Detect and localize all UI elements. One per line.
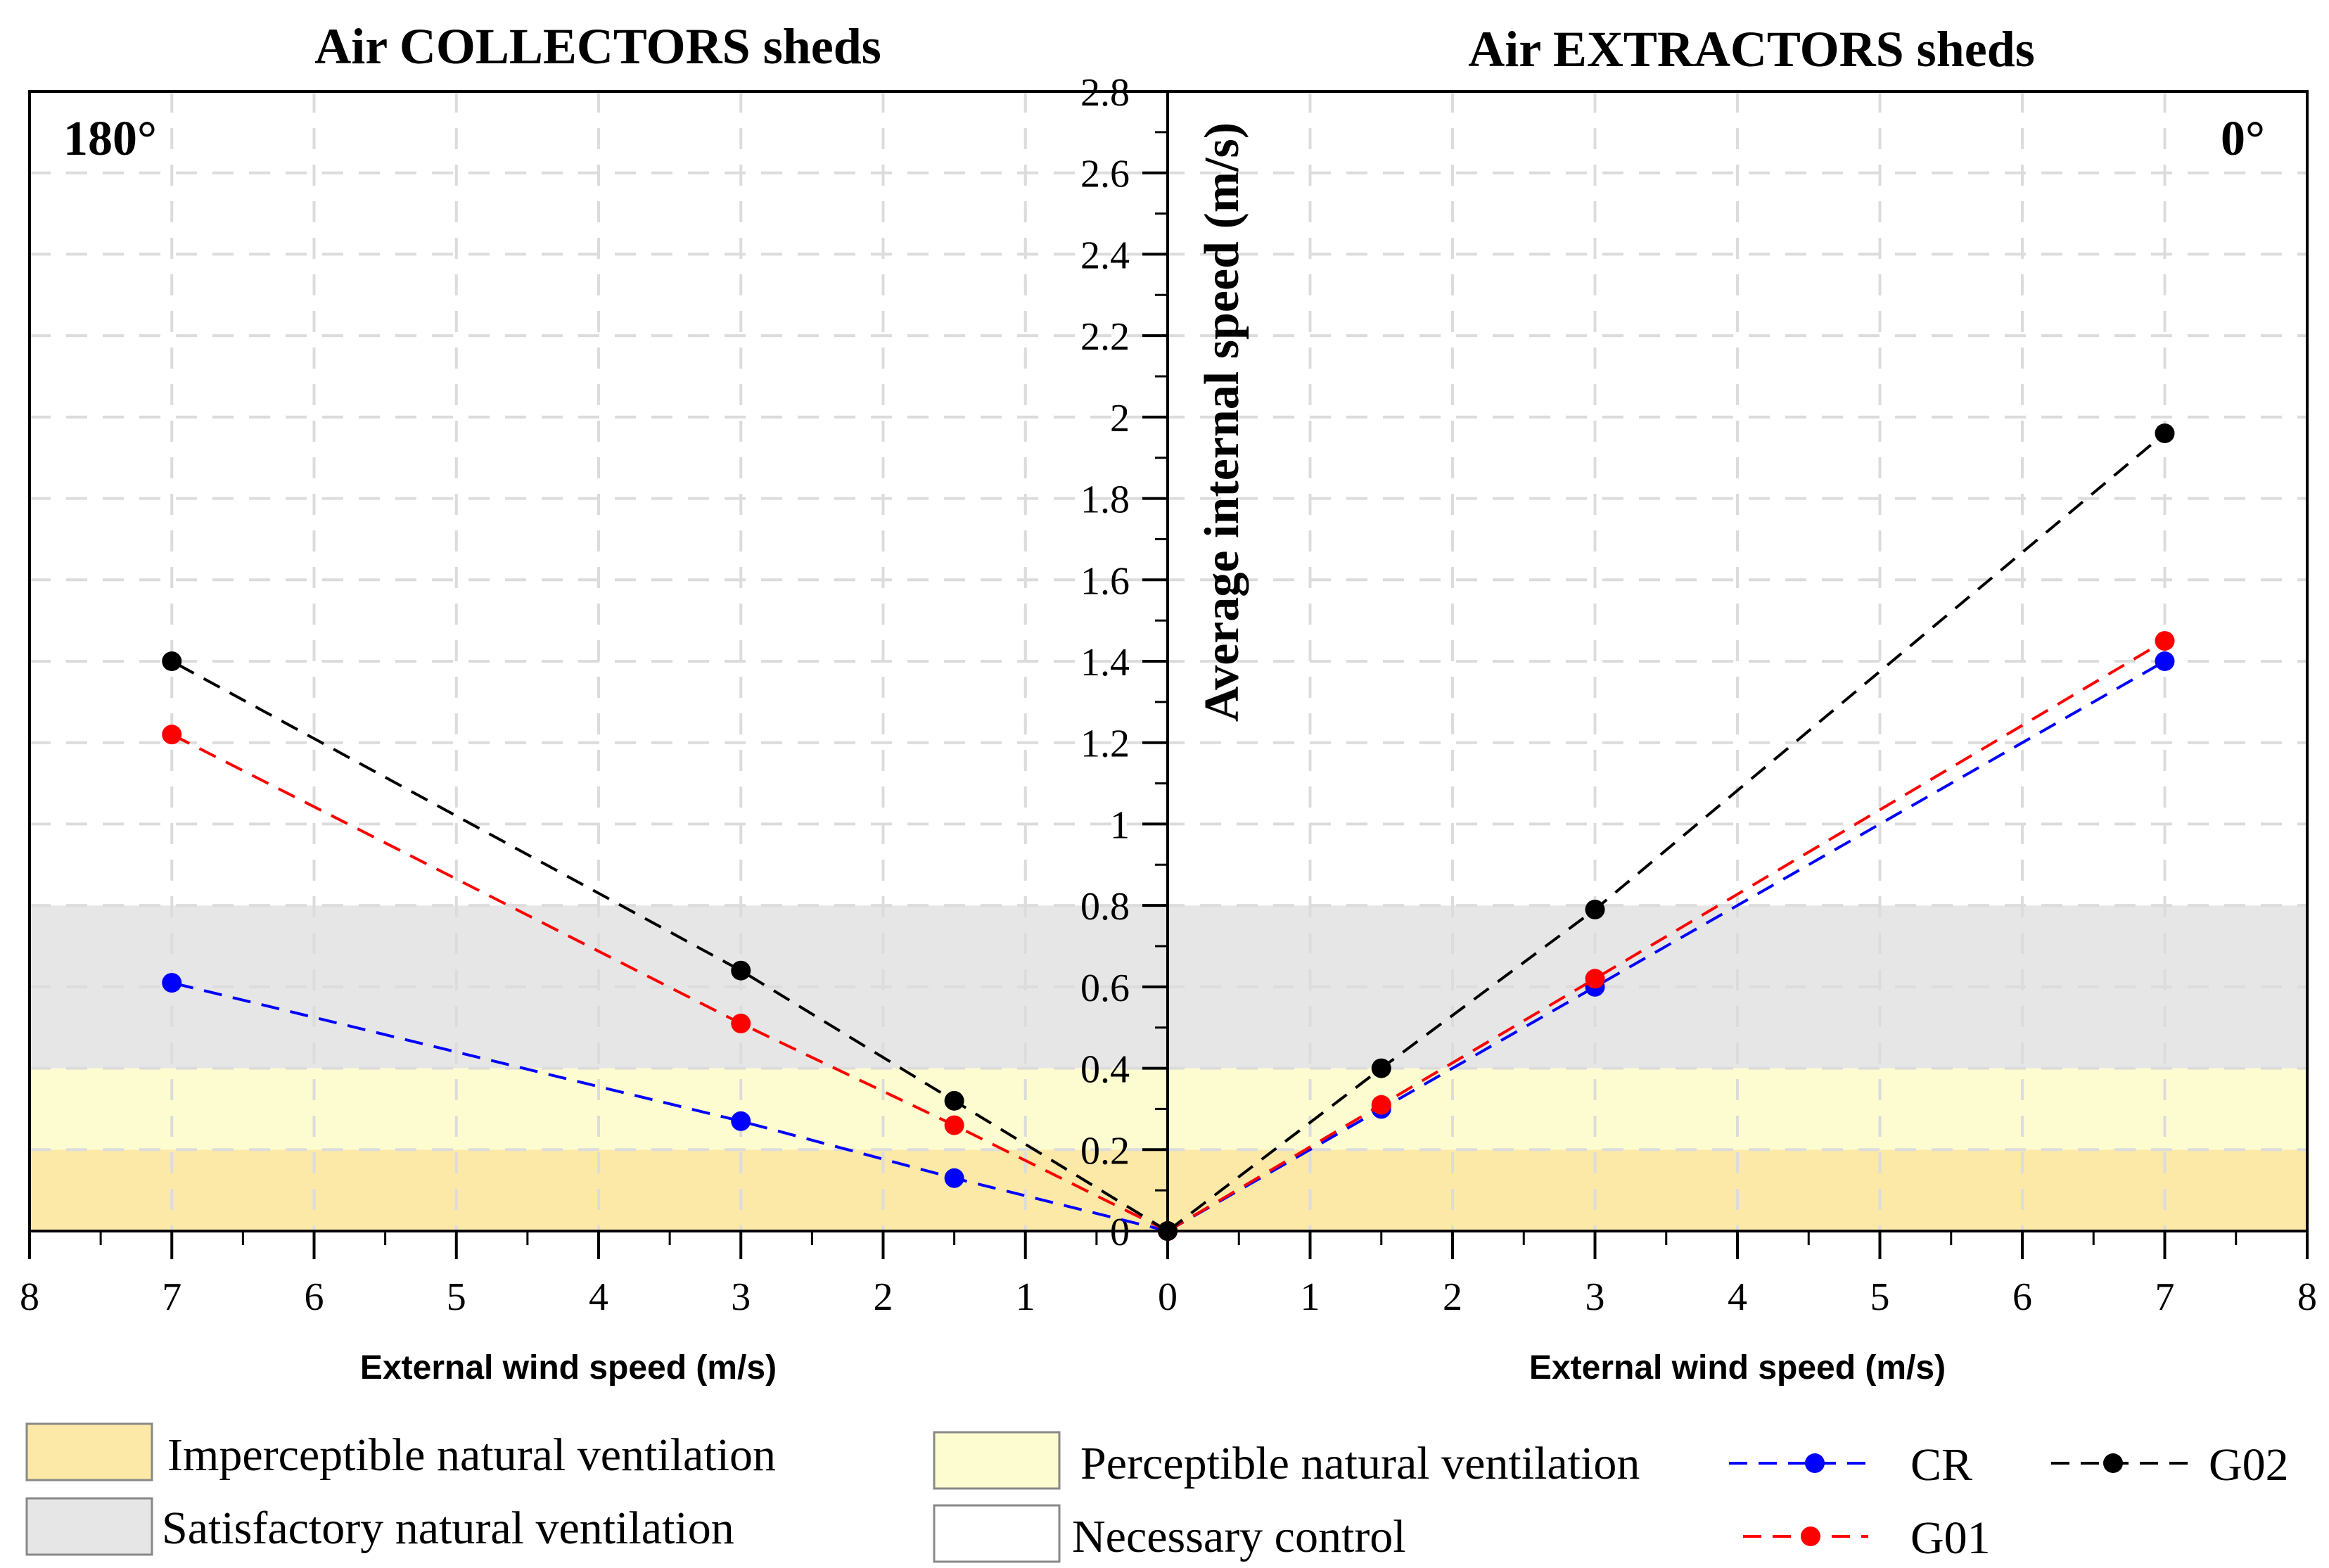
y-tick-label: 2.8 bbox=[1080, 71, 1130, 115]
legend-label-g02: G02 bbox=[2209, 1439, 2289, 1491]
y-axis-label: Average internal speed (m/s) bbox=[1195, 122, 1249, 722]
y-tick-label: 1.6 bbox=[1080, 559, 1130, 603]
x-tick-label: 3 bbox=[731, 1275, 751, 1319]
legend-label-g01: G01 bbox=[1910, 1512, 1991, 1564]
y-tick-label: 0.8 bbox=[1080, 885, 1130, 929]
x-tick-label: 5 bbox=[1870, 1275, 1890, 1319]
legend-swatch-imperceptible bbox=[25, 1422, 153, 1481]
data-point-g01 bbox=[2155, 631, 2175, 651]
data-point-cr bbox=[944, 1168, 964, 1188]
x-tick-label: 1 bbox=[1301, 1275, 1320, 1319]
right-angle-label: 0° bbox=[2221, 112, 2265, 166]
right-x-axis-label: External wind speed (m/s) bbox=[1529, 1349, 1946, 1387]
x-tick-label: 6 bbox=[305, 1275, 324, 1319]
legend-label-cr: CR bbox=[1910, 1439, 1972, 1491]
legend-swatch-satisfactory bbox=[25, 1497, 153, 1556]
y-tick-label: 2.4 bbox=[1080, 234, 1130, 277]
y-tick-label: 1.4 bbox=[1080, 641, 1130, 684]
x-tick-label: 2 bbox=[874, 1275, 893, 1319]
left-x-axis-label: External wind speed (m/s) bbox=[360, 1349, 777, 1387]
y-tick-label: 0 bbox=[1110, 1211, 1130, 1254]
x-tick-label: 4 bbox=[589, 1275, 608, 1319]
legend-marker-g02 bbox=[2103, 1453, 2123, 1473]
data-point-g01 bbox=[731, 1013, 751, 1033]
y-tick-label: 0.2 bbox=[1080, 1129, 1130, 1173]
legend-marker-cr bbox=[1805, 1453, 1825, 1473]
y-tick-label: 2.2 bbox=[1080, 315, 1130, 359]
data-point-g02 bbox=[2155, 423, 2175, 443]
y-tick-label: 1.2 bbox=[1080, 722, 1130, 766]
series-line-cr bbox=[1167, 660, 2166, 1232]
series-line-g01 bbox=[1166, 639, 2166, 1232]
x-tick-label: 3 bbox=[1585, 1275, 1605, 1319]
y-tick-label: 0.6 bbox=[1080, 967, 1130, 1010]
data-point-cr bbox=[2155, 651, 2175, 671]
series-line-g02 bbox=[171, 660, 1169, 1232]
series-layer bbox=[162, 423, 2175, 1241]
x-tick-label: 7 bbox=[2155, 1275, 2175, 1319]
left-panel-title: Air COLLECTORS sheds bbox=[314, 18, 881, 75]
x-tick-label: 0 bbox=[1158, 1275, 1178, 1319]
x-tick-label: 8 bbox=[2297, 1275, 2317, 1319]
series-line-cr bbox=[171, 981, 1168, 1232]
data-point-g02 bbox=[162, 651, 182, 671]
data-point-cr bbox=[731, 1111, 751, 1131]
left-angle-label: 180° bbox=[63, 112, 157, 166]
legend-label-perceptible: Perceptible natural ventilation bbox=[1080, 1438, 1640, 1489]
data-point-g02 bbox=[1585, 899, 1605, 919]
legend-label-satisfactory: Satisfactory natural ventilation bbox=[162, 1503, 734, 1554]
legend-swatch-necessary-control bbox=[933, 1504, 1061, 1563]
data-point-g01 bbox=[944, 1115, 964, 1135]
legend-marker-g01 bbox=[1801, 1526, 1820, 1546]
right-panel-title: Air EXTRACTORS sheds bbox=[1468, 21, 2035, 77]
x-tick-label: 8 bbox=[20, 1275, 39, 1319]
data-point-g02 bbox=[1371, 1058, 1391, 1078]
legend: Imperceptible natural ventilation Satisf… bbox=[25, 1422, 2289, 1564]
series-line-g01 bbox=[171, 733, 1168, 1232]
x-tick-label: 5 bbox=[447, 1275, 466, 1319]
x-tick-label: 4 bbox=[1728, 1275, 1747, 1319]
y-tick-label: 2 bbox=[1110, 397, 1130, 440]
series-line-g02 bbox=[1166, 432, 2166, 1232]
data-point-g02 bbox=[731, 960, 751, 981]
data-point-g01 bbox=[1371, 1095, 1391, 1115]
data-point-g02 bbox=[1158, 1221, 1178, 1241]
data-point-cr bbox=[162, 973, 182, 993]
data-point-g01 bbox=[162, 725, 182, 745]
y-tick-label: 2.6 bbox=[1080, 153, 1130, 196]
legend-swatch-perceptible bbox=[933, 1431, 1061, 1490]
x-tick-label: 1 bbox=[1016, 1275, 1035, 1319]
y-tick-label: 1.8 bbox=[1080, 478, 1130, 522]
y-tick-label: 1 bbox=[1110, 803, 1130, 847]
y-tick-label: 0.4 bbox=[1080, 1048, 1130, 1092]
x-tick-label: 7 bbox=[162, 1275, 181, 1319]
data-point-g01 bbox=[1585, 969, 1605, 989]
legend-label-necessary-control: Necessary control bbox=[1072, 1511, 1406, 1562]
axes: 0 0.2 0.4 0.6 0.8 1 1.2 1.4 1.6 1.8 2 2.2 2.4 2.6 2.8 8… bbox=[20, 71, 2317, 1319]
x-tick-label: 6 bbox=[2012, 1275, 2032, 1319]
data-point-g02 bbox=[944, 1090, 964, 1111]
x-tick-label: 2 bbox=[1443, 1275, 1462, 1319]
legend-label-imperceptible: Imperceptible natural ventilation bbox=[167, 1429, 776, 1481]
